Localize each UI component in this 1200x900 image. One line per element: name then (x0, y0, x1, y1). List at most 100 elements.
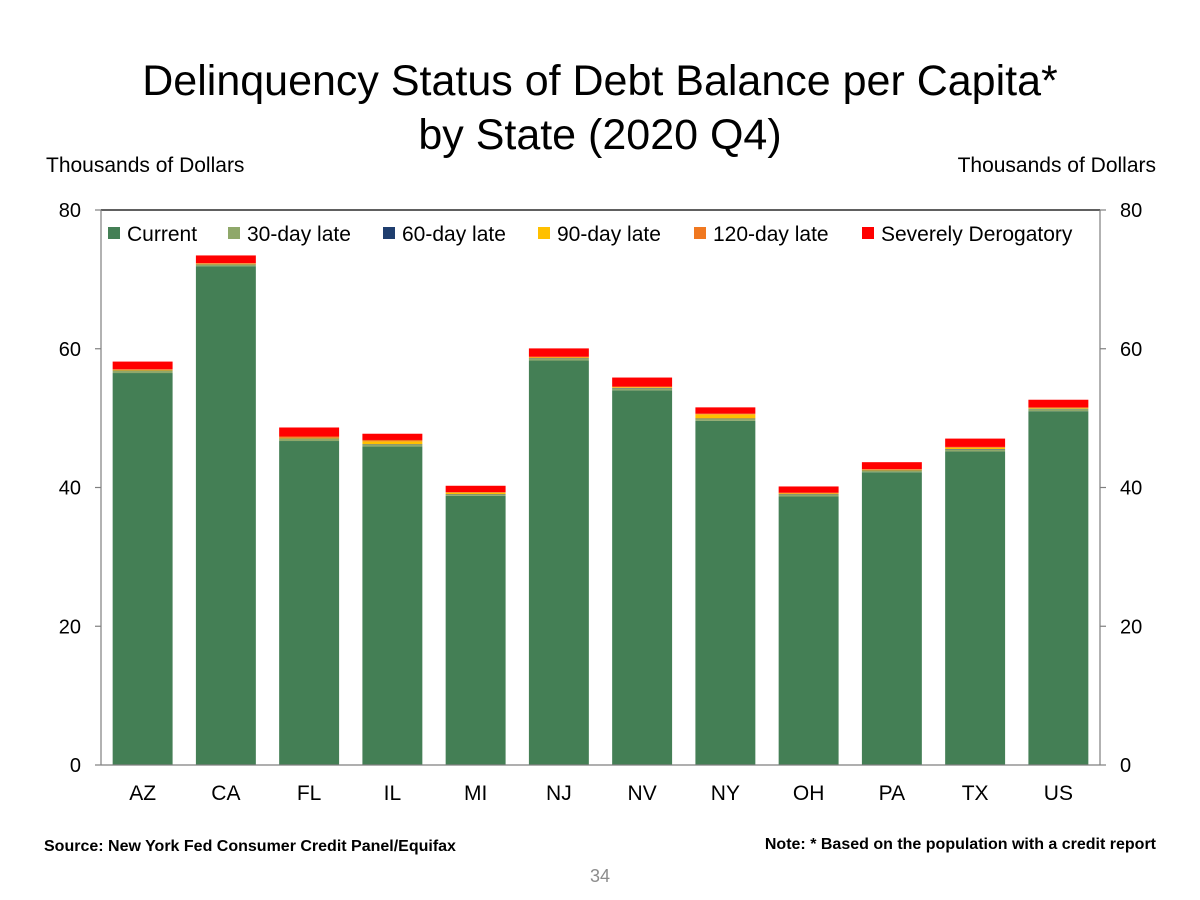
bar-nv-current (612, 390, 673, 765)
bar-pa-30-day-late (861, 470, 922, 473)
bar-ca-current (195, 266, 256, 765)
bar-az-current (112, 373, 173, 765)
bar-nj-90-day-late (528, 357, 589, 359)
right-y-tick-label: 80 (1120, 200, 1142, 222)
bar-il-severely-derogatory (362, 433, 423, 440)
left-y-tick-label: 40 (59, 478, 81, 500)
bar-tx-current (945, 451, 1006, 765)
x-tick-label: NJ (546, 782, 572, 805)
bar-tx-90-day-late (945, 447, 1006, 449)
bar-pa-current (861, 472, 922, 765)
bar-ca-30-day-late (195, 264, 256, 267)
bar-oh-90-day-late (778, 493, 839, 495)
bar-nj-30-day-late (528, 358, 589, 361)
x-tick-label: NV (628, 782, 657, 805)
bar-fl-30-day-late (279, 438, 340, 442)
footnote: Note: * Based on the population with a c… (764, 836, 1156, 853)
bar-pa-90-day-late (861, 469, 922, 471)
bar-mi-current (445, 495, 506, 765)
x-tick-label: AZ (129, 782, 156, 805)
bar-az-severely-derogatory (112, 361, 173, 370)
x-tick-label: IL (384, 782, 402, 805)
x-tick-label: OH (793, 782, 825, 805)
bar-az-30-day-late (112, 370, 173, 374)
x-tick-label: TX (962, 782, 989, 805)
bar-il-90-day-late (362, 441, 423, 445)
bar-us-90-day-late (1028, 408, 1089, 409)
right-y-tick-label: 0 (1120, 755, 1131, 777)
legend-swatch (862, 227, 874, 239)
left-y-tick-label: 20 (59, 616, 81, 638)
bar-ny-90-day-late (695, 414, 756, 419)
bar-us-30-day-late (1028, 409, 1089, 412)
chart-title-line2: by State (2020 Q4) (418, 111, 782, 159)
right-axis-unit-label: Thousands of Dollars (957, 154, 1156, 177)
bar-az-90-day-late (112, 369, 173, 371)
source-note: Source: New York Fed Consumer Credit Pan… (44, 838, 456, 855)
legend-swatch (383, 227, 395, 239)
x-tick-label: US (1044, 782, 1073, 805)
bar-oh-120-day-late (778, 492, 839, 494)
bar-tx-120-day-late (945, 446, 1006, 448)
bar-fl-current (279, 441, 340, 765)
bar-ny-current (695, 420, 756, 765)
bar-nj-severely-derogatory (528, 348, 589, 357)
right-y-tick-label: 20 (1120, 616, 1142, 638)
bar-il-120-day-late (362, 439, 423, 442)
chart-title-line1: Delinquency Status of Debt Balance per C… (142, 57, 1058, 105)
bar-oh-current (778, 496, 839, 765)
legend-swatch (538, 227, 550, 239)
bar-ca-severely-derogatory (195, 255, 256, 264)
right-y-tick-label: 40 (1120, 478, 1142, 500)
legend-label: 90-day late (557, 223, 661, 246)
bar-mi-severely-derogatory (445, 485, 506, 493)
bar-ny-120-day-late (695, 413, 756, 415)
bar-nj-current (528, 360, 589, 765)
bar-mi-30-day-late (445, 494, 506, 496)
legend-label: 60-day late (402, 223, 506, 246)
bar-us-severely-derogatory (1028, 399, 1089, 408)
legend-label: Severely Derogatory (881, 223, 1073, 246)
bar-il-30-day-late (362, 444, 423, 447)
left-y-tick-label: 0 (70, 755, 81, 777)
legend-swatch (694, 227, 706, 239)
bar-tx-30-day-late (945, 449, 1006, 452)
x-tick-label: CA (211, 782, 240, 805)
bar-mi-90-day-late (445, 492, 506, 495)
bar-ca-90-day-late (195, 263, 256, 265)
x-tick-label: NY (711, 782, 740, 805)
bar-mi-120-day-late (445, 492, 506, 493)
legend-swatch (228, 227, 240, 239)
bar-az-120-day-late (112, 369, 173, 370)
bar-oh-severely-derogatory (778, 486, 839, 493)
bar-ny-severely-derogatory (695, 407, 756, 414)
bar-fl-90-day-late (279, 437, 340, 439)
legend-label: 120-day late (713, 223, 829, 246)
bar-pa-severely-derogatory (861, 462, 922, 470)
bar-us-120-day-late (1028, 407, 1089, 409)
bar-tx-severely-derogatory (945, 438, 1006, 447)
bar-nv-90-day-late (612, 387, 673, 388)
bar-nv-30-day-late (612, 388, 673, 391)
x-tick-label: FL (297, 782, 322, 805)
bar-pa-120-day-late (861, 469, 922, 470)
bar-fl-120-day-late (279, 436, 340, 438)
chart-title: Delinquency Status of Debt Balance per C… (0, 54, 1200, 162)
left-axis-unit-label: Thousands of Dollars (46, 154, 245, 177)
left-y-tick-label: 80 (59, 200, 81, 222)
legend-swatch (108, 227, 120, 239)
page-number: 34 (589, 866, 611, 886)
bar-ny-30-day-late (695, 418, 756, 421)
bar-us-current (1028, 411, 1089, 765)
right-y-tick-label: 60 (1120, 339, 1142, 361)
bar-ca-120-day-late (195, 263, 256, 264)
legend-label: Current (127, 223, 197, 246)
bar-nj-120-day-late (528, 356, 589, 358)
bar-il-current (362, 446, 423, 765)
left-y-tick-label: 60 (59, 339, 81, 361)
bar-fl-severely-derogatory (279, 427, 340, 437)
bar-nv-120-day-late (612, 386, 673, 388)
x-tick-label: PA (879, 782, 905, 805)
bar-oh-30-day-late (778, 494, 839, 497)
